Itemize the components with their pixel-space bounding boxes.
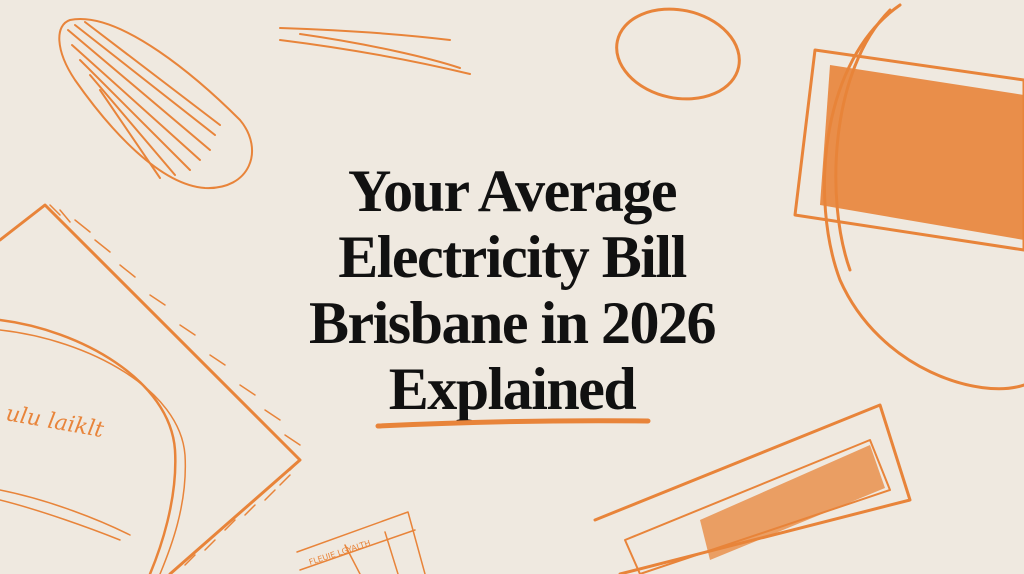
svg-text:FLEUIE LGYALTH: FLEUIE LGYALTH [308, 539, 372, 567]
scribble-text: ulu laiklt [4, 401, 106, 443]
swoosh-lines [279, 27, 471, 75]
page-title: Your Average Electricity Bill Brisbane i… [262, 158, 762, 422]
title-line-4: Explained [388, 356, 637, 422]
oval-sketch [615, 7, 741, 101]
title-underline [375, 418, 651, 429]
title-line-3: Brisbane in 2026 [308, 290, 717, 356]
title-line-2: Electricity Bill [338, 224, 687, 290]
paper-sketch: ulu laiklt [0, 203, 302, 574]
bottom-hatched-box [593, 403, 912, 574]
note-sketch: FLEUIE LGYALTH [296, 511, 426, 574]
title-line-1: Your Average [347, 158, 678, 224]
hatched-box-sketch [793, 48, 1024, 252]
leaf-sketch [58, 18, 254, 190]
